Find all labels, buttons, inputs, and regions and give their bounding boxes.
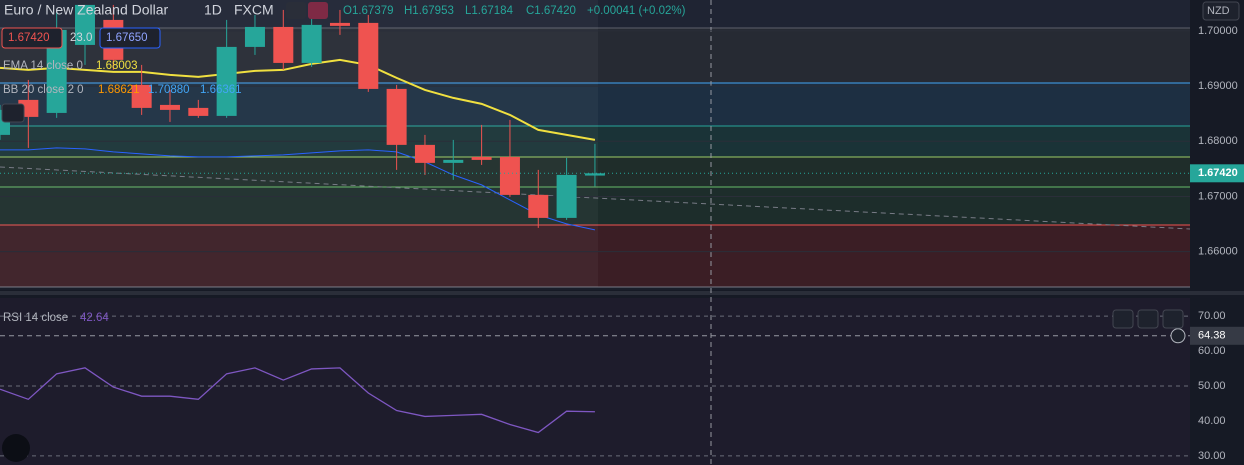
candle-body	[584, 173, 605, 176]
currency: NZD	[1207, 5, 1230, 17]
candle-body	[556, 174, 577, 218]
candle-body	[358, 22, 379, 89]
crosshair-label: 64.38	[1198, 330, 1226, 342]
zone	[0, 0, 1190, 28]
y-tick-label: 1.68000	[1198, 135, 1238, 147]
interval: 1D	[204, 2, 222, 18]
candle-body	[46, 29, 67, 113]
ohlc-low: L1.67184	[465, 5, 514, 17]
crosshair-plus	[1170, 328, 1186, 344]
zone	[0, 28, 1190, 83]
candle-body	[414, 144, 435, 163]
price-axis	[1190, 0, 1244, 465]
y-tick-label: 30.00	[1198, 450, 1226, 462]
candle-body	[188, 107, 209, 116]
candle-body	[329, 22, 350, 26]
y-tick-label: 1.69000	[1198, 80, 1238, 92]
button[interactable]	[308, 2, 328, 19]
rsi-value: 42.64	[80, 312, 109, 324]
candle-body	[386, 88, 407, 145]
pane-close-button[interactable]	[1137, 309, 1159, 329]
candle-body	[244, 26, 265, 47]
ohlc-change: +0.00041 (+0.02%)	[587, 5, 686, 17]
logo	[2, 434, 30, 462]
pane-up-button[interactable]	[1112, 309, 1134, 329]
zone	[0, 225, 1190, 287]
crosshair-tag	[1190, 326, 1244, 345]
candle-body	[131, 84, 152, 108]
symbol: Euro / New Zealand Dollar	[4, 2, 169, 18]
ohlc-close: C1.67420	[526, 5, 576, 17]
indicator-line	[0, 58, 596, 141]
candle-body	[159, 104, 180, 110]
ohlc-high: H1.67953	[404, 5, 454, 17]
candle-body	[443, 159, 464, 163]
buy-box[interactable]	[99, 27, 161, 49]
y-tick-label: 1.67000	[1198, 190, 1238, 202]
ohlc-open: O1.67379	[343, 5, 394, 17]
sell-price: 1.67420	[8, 32, 50, 44]
candle-body	[216, 46, 237, 116]
last-price-tag	[1190, 164, 1244, 183]
rsi-pane	[0, 298, 1190, 465]
candle-body	[528, 194, 549, 218]
y-tick-label: 1.66000	[1198, 246, 1238, 258]
candle-body	[74, 4, 95, 45]
session-shade	[0, 0, 598, 287]
rsi-line	[0, 367, 595, 434]
candle-body	[471, 156, 492, 160]
buy-price: 1.67650	[106, 32, 148, 44]
y-tick-label: 1.70000	[1198, 25, 1238, 37]
candle-body	[301, 24, 322, 63]
indicator-line	[0, 147, 596, 231]
trend-line	[0, 166, 1191, 230]
rsi-label: RSI 14 close	[3, 312, 68, 324]
spread: 23.0	[70, 32, 92, 44]
candle-body	[499, 156, 520, 195]
pane-maximize-button[interactable]	[1162, 309, 1184, 329]
y-tick-label: 50.00	[1198, 380, 1226, 392]
indicator-value: 1.70880	[148, 84, 190, 96]
y-tick-label: 60.00	[1198, 345, 1226, 357]
y-tick-label: 40.00	[1198, 415, 1226, 427]
currency-button[interactable]	[1202, 1, 1240, 21]
source: FXCM	[234, 2, 274, 18]
indicator-label: BB 20 close 2 0	[3, 84, 84, 96]
collapse-button[interactable]	[1, 103, 25, 123]
indicator-label: EMA 14 close 0	[3, 60, 83, 72]
y-tick-label: 70.00	[1198, 310, 1226, 322]
indicator-value: 1.68003	[96, 60, 138, 72]
indicator-value: 1.68621	[98, 84, 140, 96]
indicator-value: 1.66361	[200, 84, 242, 96]
sell-box[interactable]	[1, 27, 63, 49]
candle-body	[273, 26, 294, 63]
last-price-label: 1.67420	[1198, 167, 1238, 179]
button[interactable]	[286, 2, 306, 19]
